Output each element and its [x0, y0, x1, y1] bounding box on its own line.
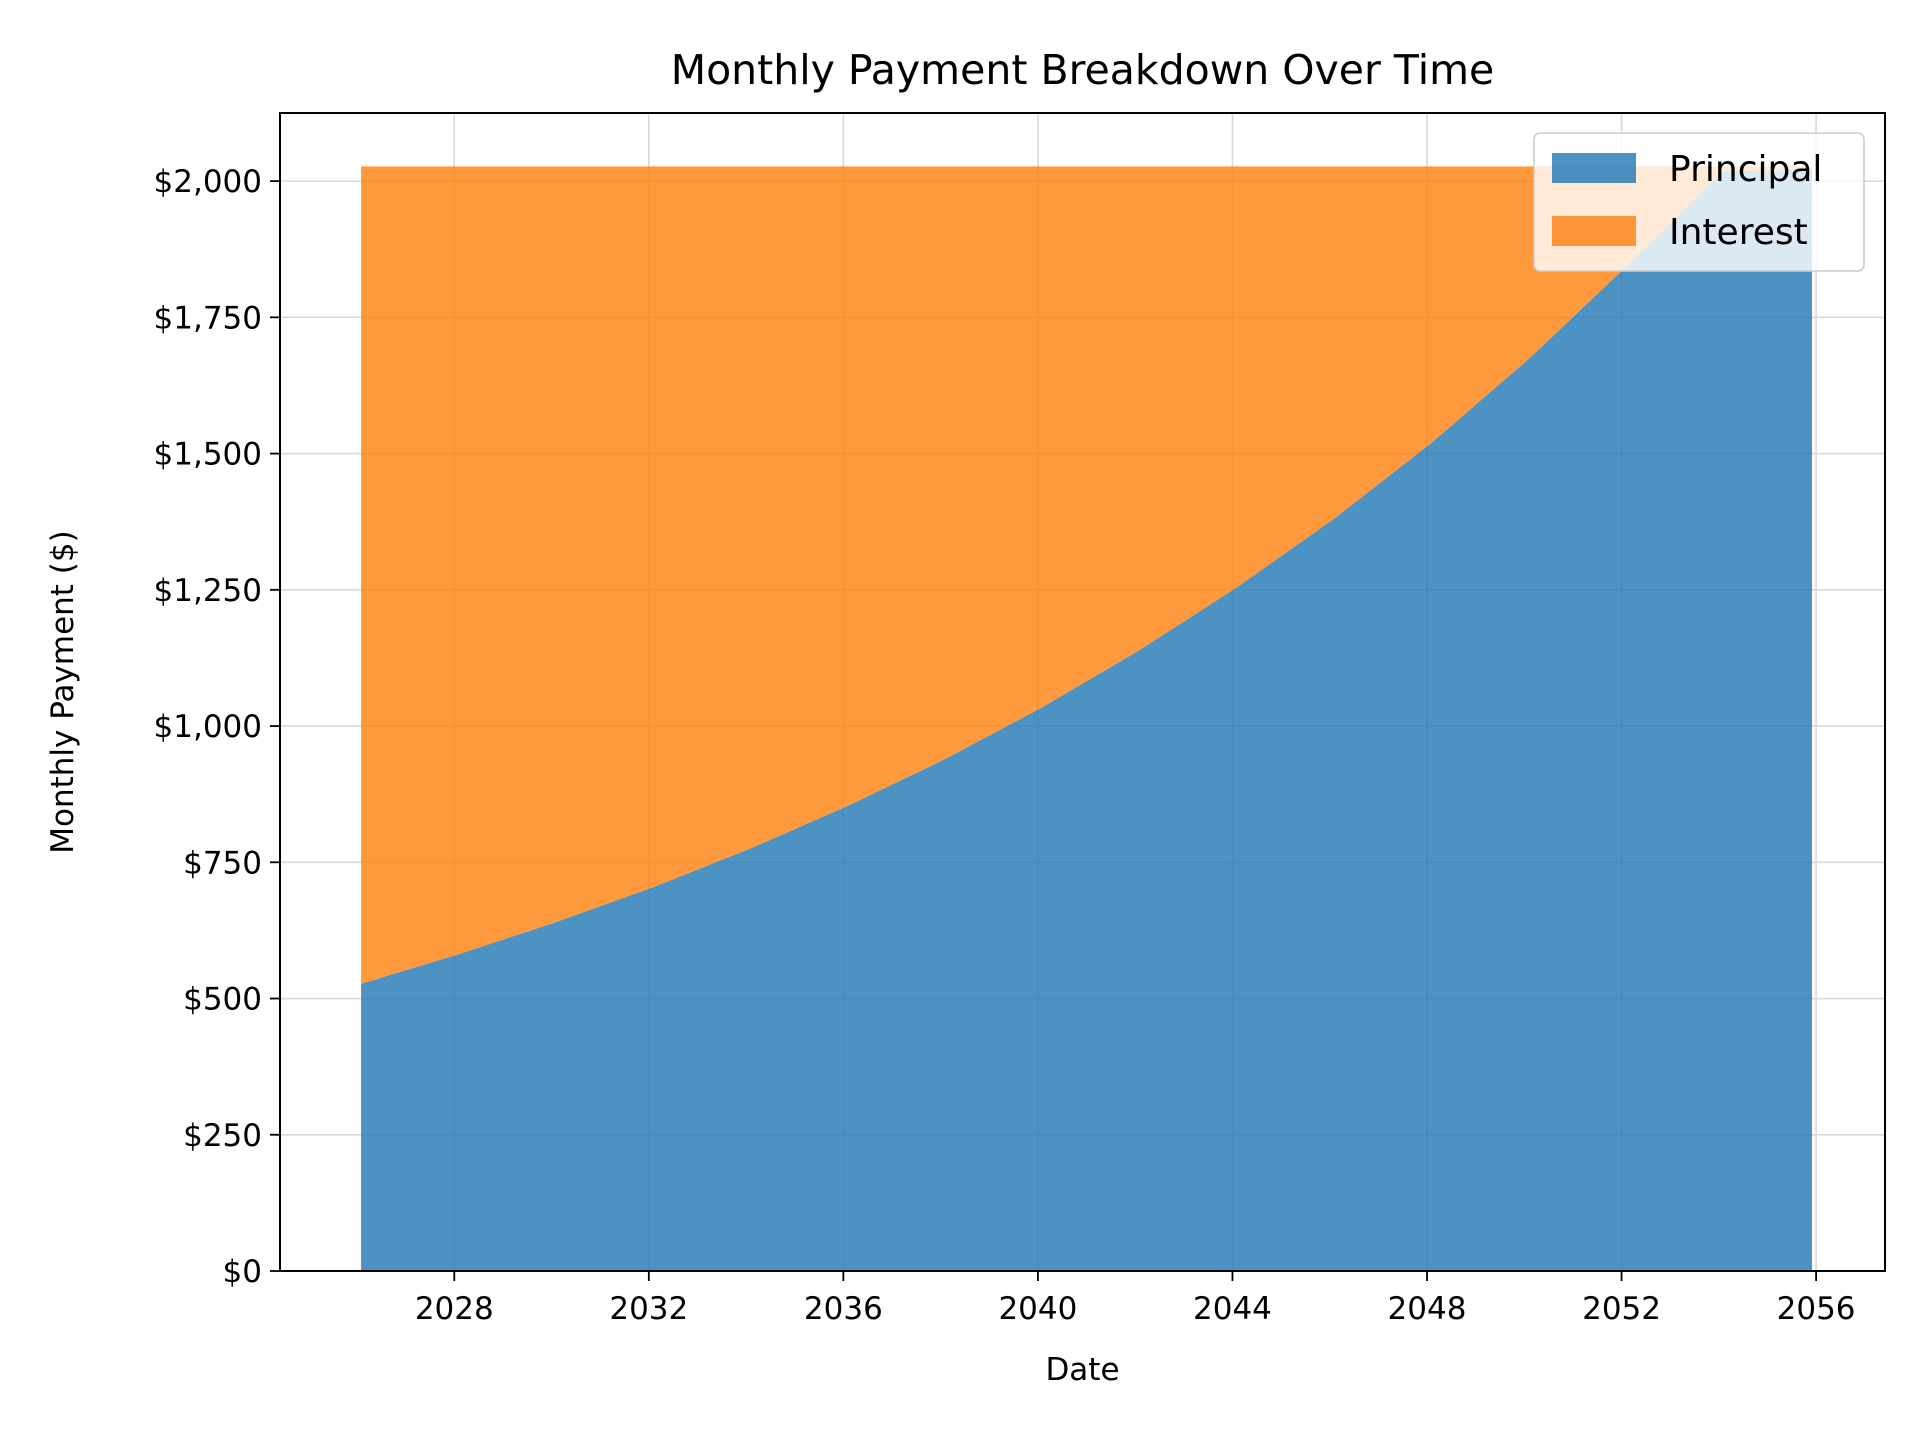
x-tick-label: 2052 [1582, 1291, 1661, 1327]
y-tick-label: $1,750 [154, 300, 262, 336]
y-tick-label: $1,500 [154, 437, 262, 473]
tick-layer: 2028 2032 2036 2040 2044 2048 2052 2056 $0 $250 $5… [154, 164, 1856, 1327]
plot-frame [279, 112, 1886, 1272]
y-tick-label: $1,250 [154, 573, 262, 609]
x-axis-label: Date [1045, 1352, 1119, 1388]
x-tick-label: 2032 [609, 1291, 688, 1327]
legend-label-interest: Interest [1669, 212, 1808, 253]
y-tick-label: $500 [183, 982, 262, 1018]
x-tick-label: 2036 [804, 1291, 883, 1327]
y-tick-label: $2,000 [154, 164, 262, 200]
x-tick-label: 2056 [1777, 1291, 1856, 1327]
y-tick-label: $750 [183, 845, 262, 881]
y-axis-label: Monthly Payment ($) [45, 530, 81, 853]
legend-label-principal: Principal [1669, 149, 1822, 190]
area-principal [361, 170, 1813, 1271]
area-interest [361, 166, 1813, 984]
chart-title: Monthly Payment Breakdown Over Time [671, 46, 1495, 94]
y-tick-label: $0 [223, 1254, 262, 1290]
legend: Principal Interest [1533, 132, 1865, 272]
x-tick-label: 2048 [1388, 1291, 1467, 1327]
legend-swatch-interest [1552, 216, 1636, 246]
legend-swatch-principal [1552, 153, 1636, 183]
y-tick-label: $1,000 [154, 709, 262, 745]
area-layer [361, 166, 1813, 1271]
x-tick-label: 2028 [415, 1291, 494, 1327]
x-tick-label: 2040 [998, 1291, 1077, 1327]
x-tick-label: 2044 [1193, 1291, 1272, 1327]
y-tick-label: $250 [183, 1118, 262, 1154]
